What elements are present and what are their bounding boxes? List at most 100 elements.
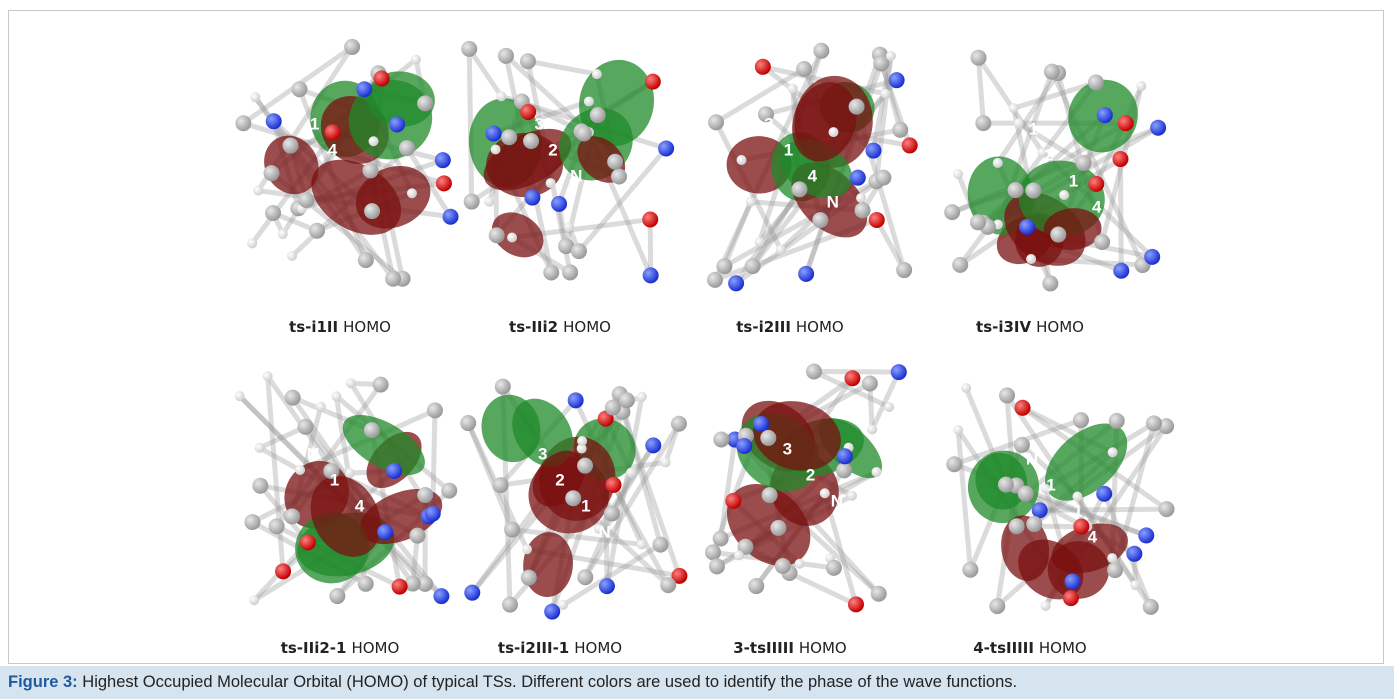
atom: [1109, 413, 1125, 429]
panel-name: ts-i1II: [289, 318, 338, 336]
atom: [501, 129, 517, 145]
atom: [889, 72, 905, 88]
atom: [1072, 492, 1082, 502]
atom: [551, 196, 567, 212]
atom: [770, 520, 786, 536]
atom: [577, 569, 593, 585]
atom: [392, 579, 408, 595]
atom: [263, 371, 273, 381]
atom: [278, 229, 288, 239]
panel-label: ts-IIi2-1HOMO: [281, 639, 400, 657]
atom: [753, 416, 769, 432]
atom: [844, 370, 860, 386]
atom: [411, 55, 421, 65]
atom: [546, 178, 556, 188]
atom: [331, 391, 341, 401]
atom: [362, 162, 378, 178]
atom: [953, 425, 963, 435]
atom: [952, 257, 968, 273]
molecule: 321N: [460, 379, 687, 620]
panel-suffix: HOMO: [574, 639, 622, 657]
atom-label: N: [570, 166, 582, 185]
atom: [443, 209, 459, 225]
panel-suffix: HOMO: [1036, 318, 1084, 336]
atom: [645, 74, 661, 90]
atom: [869, 212, 885, 228]
atom-label: 4: [808, 166, 818, 185]
atom: [369, 136, 379, 146]
atom: [806, 364, 822, 380]
atom: [605, 399, 621, 415]
atom: [407, 188, 417, 198]
atom: [386, 463, 402, 479]
atom: [660, 577, 676, 593]
panel-name: 3-tsIIIII: [733, 639, 794, 657]
atom: [1143, 599, 1159, 615]
atom: [1076, 155, 1092, 171]
atom: [1025, 182, 1041, 198]
atom: [788, 84, 798, 94]
atom-label: N: [598, 522, 610, 541]
atom: [590, 107, 606, 123]
atom: [316, 402, 326, 412]
atom: [795, 559, 805, 569]
atom: [263, 165, 279, 181]
atom: [826, 560, 842, 576]
atom: [1088, 74, 1104, 90]
atom: [855, 202, 871, 218]
atom: [565, 490, 581, 506]
atom: [568, 392, 584, 408]
atom: [776, 245, 786, 255]
atom: [896, 262, 912, 278]
atom: [297, 419, 313, 435]
atom: [461, 41, 477, 57]
atom: [250, 92, 260, 102]
atom: [460, 415, 476, 431]
atom-label: 4: [328, 140, 338, 159]
atom: [716, 258, 732, 274]
atom: [374, 70, 390, 86]
atom: [255, 443, 265, 453]
atom: [1113, 263, 1129, 279]
molecule: N114: [946, 383, 1174, 615]
atom: [592, 69, 602, 79]
panel-label: ts-i1II HOMO: [289, 318, 391, 336]
atom-label: 4: [873, 543, 883, 562]
figure: 14ts-i1IIHOMO32Nts-IIi2HOMO314Nts-i2IIIH…: [0, 0, 1394, 666]
atom: [637, 392, 647, 402]
atom: [502, 597, 518, 613]
atom: [325, 124, 341, 140]
atom: [399, 140, 415, 156]
atom: [385, 271, 401, 287]
atom: [571, 243, 587, 259]
atom: [377, 524, 393, 540]
atom: [1044, 64, 1060, 80]
atom: [709, 558, 725, 574]
atom-label: 2: [1044, 145, 1053, 164]
atom-label: 1: [784, 140, 793, 159]
atom-label: N: [307, 444, 319, 463]
panel-suffix: HOMO: [343, 318, 391, 336]
atom: [486, 125, 502, 141]
atom-label: 1: [854, 517, 863, 536]
atom: [1096, 486, 1112, 502]
atom: [850, 170, 866, 186]
atom-label: 3: [538, 444, 547, 463]
panel-suffix: HOMO: [351, 639, 399, 657]
atom: [1073, 412, 1089, 428]
atom: [435, 152, 451, 168]
atom: [249, 595, 259, 605]
atom: [1009, 518, 1025, 534]
atom: [611, 169, 627, 185]
atom: [358, 252, 374, 268]
atom: [543, 265, 559, 281]
atom: [626, 468, 636, 478]
atom: [962, 562, 978, 578]
atom: [507, 233, 517, 243]
atom: [645, 437, 661, 453]
atom: [364, 203, 380, 219]
atom: [836, 462, 852, 478]
atom: [875, 170, 891, 186]
atom: [658, 140, 674, 156]
atom: [1050, 227, 1066, 243]
